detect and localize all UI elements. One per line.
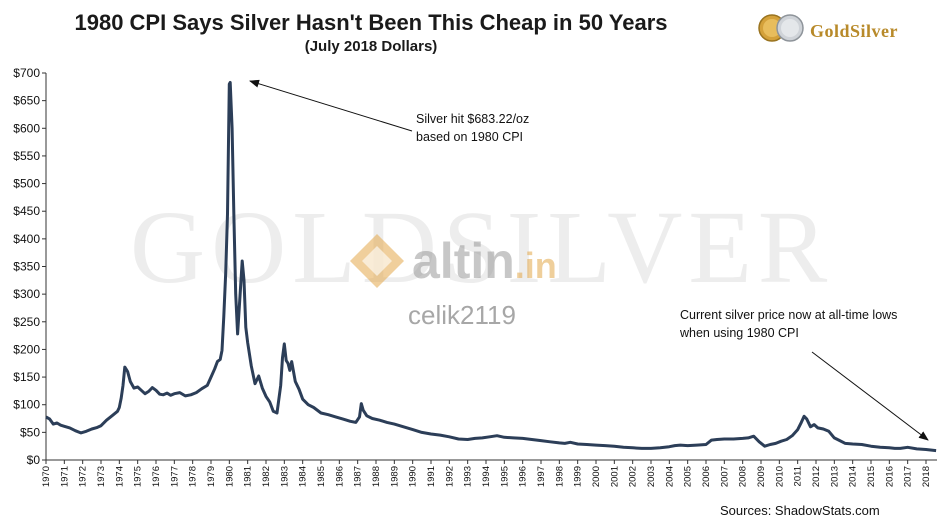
altin-watermark: altin.in bbox=[348, 232, 608, 292]
y-tick-label: $250 bbox=[13, 315, 40, 329]
x-tick-label: 2014 bbox=[848, 466, 859, 487]
altin-name: altin bbox=[412, 233, 515, 289]
x-tick-label: 1995 bbox=[499, 466, 510, 487]
y-tick-label: $700 bbox=[13, 66, 40, 80]
altin-logo-icon bbox=[350, 234, 404, 288]
x-tick-label: 1988 bbox=[371, 466, 382, 487]
peak-annotation-line1: Silver hit $683.22/oz bbox=[416, 112, 530, 126]
x-tick-label: 1984 bbox=[298, 466, 309, 487]
x-tick-label: 2018 bbox=[921, 466, 932, 487]
annotation-arrows bbox=[249, 79, 929, 441]
x-tick-label: 1978 bbox=[188, 466, 199, 487]
x-tick-label: 2008 bbox=[738, 466, 749, 487]
x-tick-label: 2012 bbox=[811, 466, 822, 487]
y-tick-label: $650 bbox=[13, 94, 40, 108]
altin-text: altin.in bbox=[412, 232, 557, 290]
x-tick-label: 2007 bbox=[719, 466, 730, 487]
x-tick-label: 1987 bbox=[353, 466, 364, 487]
x-tick-label: 1986 bbox=[334, 466, 345, 487]
x-tick-label: 1990 bbox=[408, 466, 419, 487]
x-tick-label: 1996 bbox=[518, 466, 529, 487]
y-tick-label: $500 bbox=[13, 177, 40, 191]
x-tick-label: 2005 bbox=[683, 466, 694, 487]
current-annotation: Current silver price now at all-time low… bbox=[680, 306, 897, 342]
x-tick-label: 1980 bbox=[224, 466, 235, 487]
y-tick-label: $150 bbox=[13, 370, 40, 384]
current-annotation-line1: Current silver price now at all-time low… bbox=[680, 308, 898, 322]
y-tick-label: $100 bbox=[13, 398, 40, 412]
peak-arrow bbox=[249, 79, 413, 132]
silver-price-line bbox=[45, 80, 937, 453]
x-tick-label: 1982 bbox=[261, 466, 272, 487]
y-tick-label: $600 bbox=[13, 121, 40, 135]
x-tick-label: 2010 bbox=[774, 466, 785, 487]
y-tick-label: $50 bbox=[20, 425, 40, 439]
chart-title: 1980 CPI Says Silver Hasn't Been This Ch… bbox=[74, 10, 668, 35]
x-tick-label: 1992 bbox=[444, 466, 455, 487]
y-tick-label: $450 bbox=[13, 204, 40, 218]
x-tick-label: 1994 bbox=[481, 466, 492, 487]
x-tick-label: 1976 bbox=[151, 466, 162, 487]
logo-text: GoldSilver bbox=[810, 21, 899, 41]
x-tick-label: 1999 bbox=[573, 466, 584, 487]
x-tick-label: 1997 bbox=[536, 466, 547, 487]
y-tick-label: $550 bbox=[13, 149, 40, 163]
x-tick-label: 1972 bbox=[78, 466, 89, 487]
goldsilver-logo: GoldSilver bbox=[758, 8, 938, 48]
x-tick-label: 2004 bbox=[664, 466, 675, 487]
x-tick-label: 1971 bbox=[59, 466, 70, 487]
x-tick-label: 1970 bbox=[41, 466, 52, 487]
y-tick-label: $400 bbox=[13, 232, 40, 246]
x-tick-label: 1998 bbox=[554, 466, 565, 487]
x-tick-label: 1981 bbox=[243, 466, 254, 487]
peak-annotation-line2: based on 1980 CPI bbox=[416, 130, 524, 144]
x-tick-label: 1979 bbox=[206, 466, 217, 487]
x-tick-label: 2013 bbox=[829, 466, 840, 487]
coin-icon bbox=[758, 14, 804, 42]
x-tick-label: 2015 bbox=[866, 466, 877, 487]
x-tick-label: 1985 bbox=[316, 466, 327, 487]
x-tick-label: 1975 bbox=[133, 466, 144, 487]
user-watermark: celik2119 bbox=[408, 300, 516, 330]
x-tick-label: 1983 bbox=[279, 466, 290, 487]
sources-note: Sources: ShadowStats.com bbox=[720, 503, 880, 518]
x-tick-label: 1993 bbox=[463, 466, 474, 487]
chart-subtitle: (July 2018 Dollars) bbox=[304, 38, 438, 55]
x-tick-label: 2017 bbox=[903, 466, 914, 487]
y-tick-label: $300 bbox=[13, 287, 40, 301]
x-tick-label: 2000 bbox=[591, 466, 602, 487]
current-arrow bbox=[811, 351, 929, 441]
x-tick-label: 2016 bbox=[884, 466, 895, 487]
x-tick-label: 2002 bbox=[628, 466, 639, 487]
x-tick-label: 1974 bbox=[114, 466, 125, 487]
x-tick-label: 1989 bbox=[389, 466, 400, 487]
altin-suffix: .in bbox=[514, 245, 557, 286]
x-tick-label: 2006 bbox=[701, 466, 712, 487]
y-axis: $0 $50 $100 $150 $200 $250 $300 $350 $400 $450 $50… bbox=[13, 66, 47, 467]
y-tick-label: $0 bbox=[27, 453, 41, 467]
peak-annotation: Silver hit $683.22/oz based on 1980 CPI bbox=[416, 110, 529, 146]
current-annotation-line2: when using 1980 CPI bbox=[680, 326, 799, 340]
x-tick-label: 2003 bbox=[646, 466, 657, 487]
y-tick-label: $350 bbox=[13, 260, 40, 274]
x-tick-label: 1973 bbox=[96, 466, 107, 487]
y-tick-label: $200 bbox=[13, 342, 40, 356]
x-tick-label: 1977 bbox=[169, 466, 180, 487]
x-axis: 1970 1971 1972 1973 1974 1975 1976 1977 1978 1979… bbox=[41, 459, 937, 487]
x-tick-label: 1991 bbox=[426, 466, 437, 487]
background-watermark: GOLDSILVER bbox=[130, 190, 834, 305]
x-tick-label: 2009 bbox=[756, 466, 767, 487]
x-tick-label: 2011 bbox=[793, 466, 804, 486]
x-tick-label: 2001 bbox=[609, 466, 620, 487]
